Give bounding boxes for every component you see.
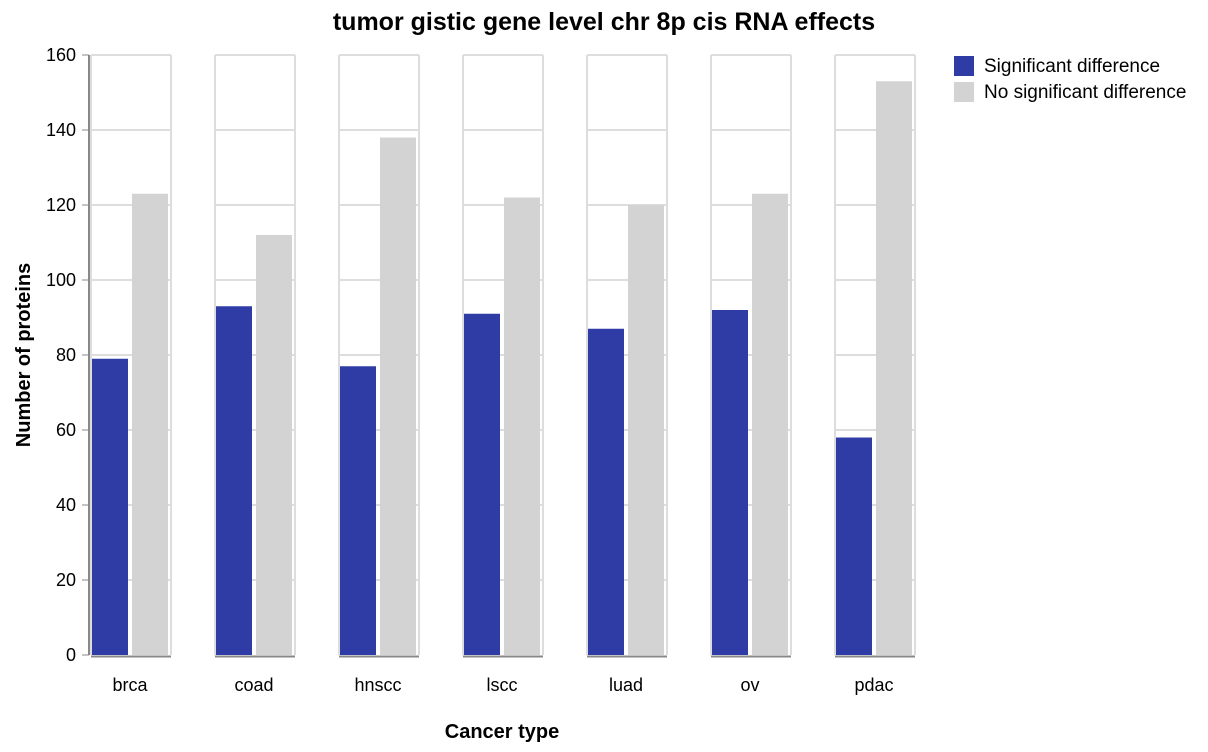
bar-lscc-significant (464, 313, 500, 655)
bar-pdac-significant (836, 437, 872, 655)
chart-title: tumor gistic gene level chr 8p cis RNA e… (333, 8, 875, 36)
y-tick-label: 140 (46, 120, 76, 140)
panel-pdac (834, 54, 916, 658)
bar-ov-not-significant (752, 193, 788, 655)
bar-luad-significant (588, 328, 624, 655)
y-axis-label: Number of proteins (13, 263, 35, 447)
facet-panels (90, 54, 916, 658)
bar-lscc-not-significant (504, 197, 540, 655)
y-tick-label: 40 (56, 495, 76, 515)
bar-coad-not-significant (256, 235, 292, 655)
legend: Significant difference No significant dif… (954, 56, 1186, 103)
bar-hnscc-not-significant (380, 137, 416, 655)
bar-hnscc-significant (340, 366, 376, 655)
y-axis: 0 20 40 60 80 100 120 140 160 (46, 45, 90, 665)
bar-coad-significant (216, 306, 252, 655)
x-tick-label: hnscc (354, 675, 401, 695)
y-tick-label: 60 (56, 420, 76, 440)
bar-luad-not-significant (628, 205, 664, 655)
y-tick-label: 100 (46, 270, 76, 290)
panel-hnscc (338, 54, 420, 658)
legend-swatch (954, 82, 974, 102)
y-tick-label: 160 (46, 45, 76, 65)
x-tick-label: lscc (487, 675, 518, 695)
y-tick-label: 120 (46, 195, 76, 215)
y-tick-label: 20 (56, 570, 76, 590)
panel-ov (710, 54, 792, 658)
bar-brca-not-significant (132, 193, 168, 655)
x-tick-label: pdac (854, 675, 893, 695)
x-tick-label: brca (112, 675, 148, 695)
x-tick-labels: brca coad hnscc lscc luad ov pdac (112, 675, 893, 695)
bar-ov-significant (712, 310, 748, 655)
x-axis-label: Cancer type (445, 721, 560, 743)
x-tick-label: ov (740, 675, 759, 695)
legend-label: No significant difference (984, 82, 1186, 103)
legend-label: Significant difference (984, 56, 1160, 77)
bar-brca-significant (92, 358, 128, 655)
legend-swatch (954, 56, 974, 76)
bar-pdac-not-significant (876, 81, 912, 655)
panel-brca (90, 54, 172, 658)
y-tick-label: 0 (66, 645, 76, 665)
panel-coad (214, 54, 296, 658)
panel-luad (586, 54, 668, 658)
panel-lscc (462, 54, 544, 658)
x-tick-label: luad (609, 675, 643, 695)
y-tick-label: 80 (56, 345, 76, 365)
x-tick-label: coad (234, 675, 273, 695)
